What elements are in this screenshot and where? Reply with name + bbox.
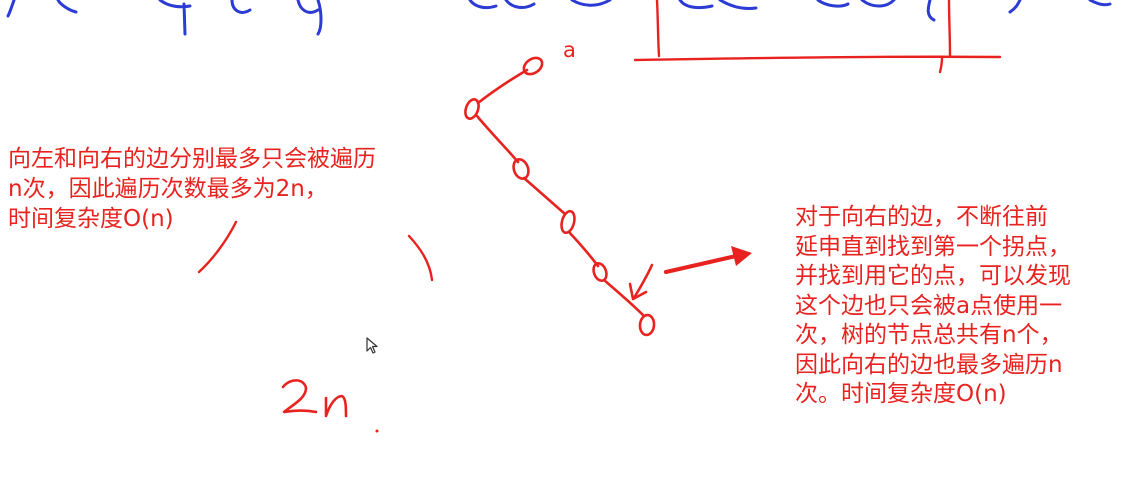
right-note-line-5: 次，树的节点总共有n个，	[795, 322, 1063, 348]
node-4	[592, 261, 608, 283]
red-right-arrow-icon	[664, 246, 752, 274]
box-bottom-edge	[633, 55, 1002, 62]
down-arrow-stroke	[632, 263, 654, 300]
edge-1-to-2	[475, 114, 520, 164]
blue-stroke-7	[570, 0, 612, 7]
right-note-line-6: 因此向右的边也最多遍历n	[795, 351, 1063, 378]
node-1	[464, 98, 480, 120]
node-5	[638, 313, 656, 337]
right-note-line-7: 次。时间复杂度O(n)	[795, 381, 1007, 407]
top-blue-scribbles	[6, 0, 1112, 36]
box-tail	[938, 56, 944, 74]
blue-stroke-5	[296, 0, 323, 36]
left-note-line-1: 向左和向右的边分别最多只会被遍历	[8, 146, 376, 172]
right-note-line-4: 这个边也只会被a点使用一	[795, 292, 1063, 319]
right-note-line-2: 延申直到找到第一个拐点，	[795, 233, 1071, 260]
node-3	[560, 209, 576, 235]
curve-mark	[407, 234, 434, 282]
digit-2	[281, 379, 318, 414]
left-marks	[197, 220, 434, 282]
blue-stroke-9	[816, 0, 896, 8]
left-note-line-3: 时间复杂度O(n)	[8, 206, 174, 232]
blue-stroke-4	[230, 0, 252, 14]
blue-stroke-6	[468, 0, 536, 10]
edge-4-to-5	[602, 278, 645, 317]
down-arrow-head	[628, 282, 648, 301]
node-chain	[464, 56, 656, 337]
edge-3-to-4	[567, 230, 600, 268]
handwritten-2n-drawing	[281, 379, 379, 433]
node-a	[522, 56, 544, 76]
slash-mark	[197, 220, 238, 274]
blue-stroke-8	[678, 0, 758, 10]
ink-dot	[375, 429, 379, 433]
left-annotation-text: 向左和向右的边分别最多只会被遍历 n次，因此遍历次数最多为2n， 时间复杂度O(…	[8, 144, 376, 234]
blue-stroke-10	[926, 0, 936, 22]
edge-2-to-3	[522, 176, 567, 216]
box-left-edge	[655, 0, 661, 58]
box-right-edge	[947, 0, 952, 58]
left-note-line-2: n次，因此遍历次数最多为2n，	[8, 176, 328, 202]
top-red-box	[633, 0, 1002, 74]
blue-stroke-3	[158, 0, 192, 36]
blue-stroke-2	[56, 0, 78, 14]
blue-stroke-11	[1008, 0, 1112, 14]
node-label-a: a	[563, 38, 576, 62]
right-annotation-text: 对于向右的边，不断往前 延申直到找到第一个拐点， 并找到用它的点，可以发现 这个…	[795, 203, 1071, 410]
right-note-line-3: 并找到用它的点，可以发现	[795, 263, 1071, 289]
mouse-pointer-icon	[366, 337, 378, 354]
node-2	[512, 158, 530, 180]
edge-a-to-1	[476, 68, 529, 105]
letter-n	[324, 394, 348, 418]
right-note-line-1: 对于向右的边，不断往前	[795, 204, 1048, 230]
blue-stroke-1	[6, 0, 16, 18]
